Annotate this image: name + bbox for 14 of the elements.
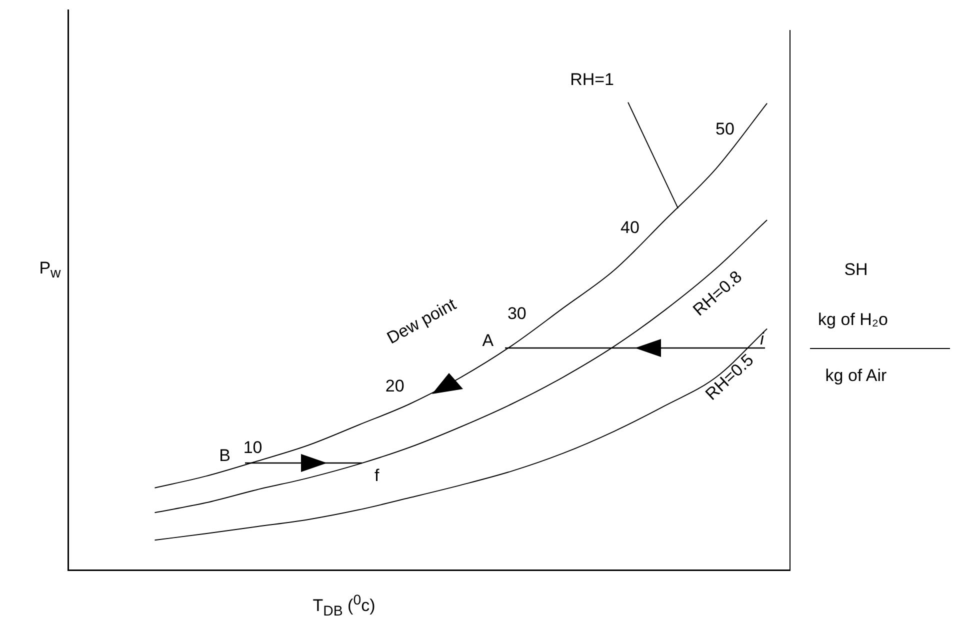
annotation: 40 [620,218,640,238]
text: RH=1 [570,70,614,90]
text: kg of H₂o [818,310,888,330]
annotation: A [482,331,494,350]
annotation: B [219,446,230,465]
text: kg of Air [825,366,887,386]
x-axis-title: T$_{DB}$ ($^{0}$c) [312,592,376,620]
annotation: 50 [716,119,734,138]
annotation: 30 [507,304,526,324]
y-axis-title: P$_{w}$ [39,258,61,282]
text: SH [844,260,868,280]
annotation: f [374,466,380,485]
annotation: 20 [385,376,404,396]
annotation: 10 [243,438,262,457]
